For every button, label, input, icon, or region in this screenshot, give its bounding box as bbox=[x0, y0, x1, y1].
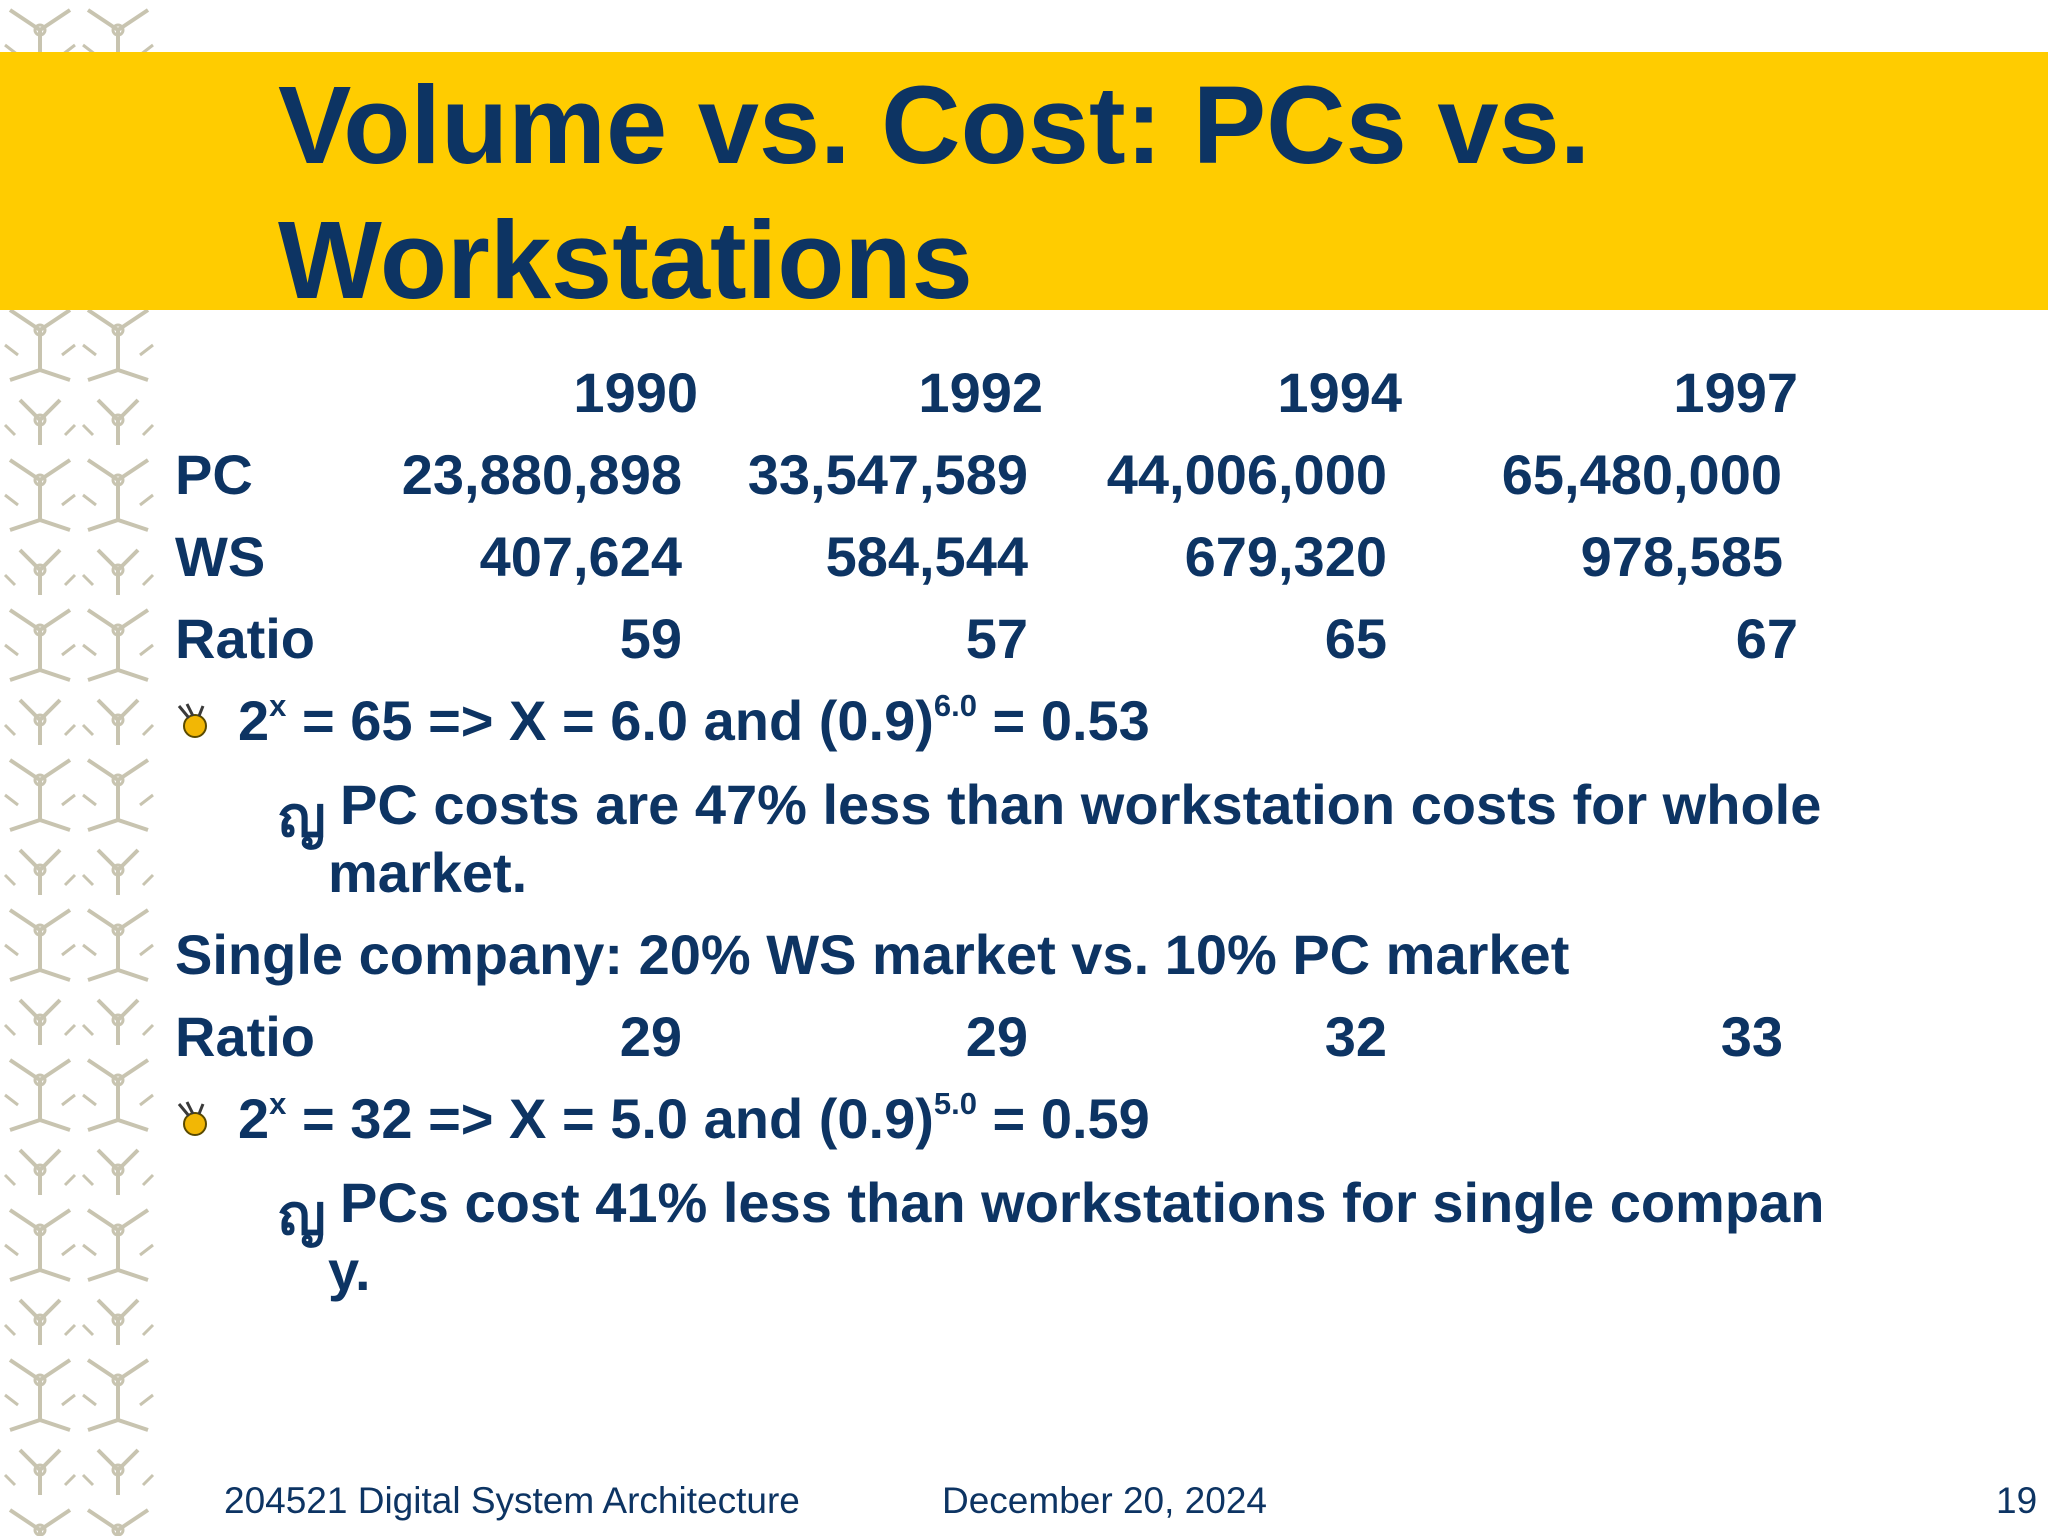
table-cell: 57 bbox=[965, 607, 1028, 670]
table-cell: 407,624 bbox=[479, 525, 682, 588]
bullet-icon bbox=[177, 703, 207, 738]
slide-title: Volume vs. Cost: PCs vs. Workstations bbox=[278, 64, 1591, 322]
sub-bullet-1-line2: market. bbox=[328, 841, 528, 904]
table-cell: 29 bbox=[619, 1005, 682, 1068]
table-cell: 65,480,000 bbox=[1501, 443, 1782, 506]
year-1992: 1992 bbox=[918, 361, 1043, 424]
year-1990: 1990 bbox=[573, 361, 698, 424]
table-cell: 584,544 bbox=[825, 525, 1028, 588]
row-label-ratio: Ratio bbox=[175, 607, 315, 670]
sub-marker: ญ bbox=[278, 785, 326, 848]
sub-bullet-1-line1: PC costs are 47% less than workstation c… bbox=[340, 773, 1822, 836]
bullet-icon bbox=[177, 1101, 207, 1136]
table-cell: 67 bbox=[1735, 607, 1798, 670]
year-1994: 1994 bbox=[1277, 361, 1402, 424]
sub-bullet-2-line1: PCs cost 41% less than workstations for … bbox=[340, 1171, 1825, 1234]
sub-marker: ญ bbox=[278, 1183, 326, 1246]
footer-page-number: 19 bbox=[1996, 1480, 2038, 1521]
table-cell: 32 bbox=[1324, 1005, 1387, 1068]
bullet-formula-1: 2x = 65 => X = 6.0 and (0.9)6.0 = 0.53 bbox=[238, 688, 1150, 752]
table-cell: 33 bbox=[1720, 1005, 1783, 1068]
row-label-ws: WS bbox=[175, 525, 266, 588]
table-cell: 29 bbox=[965, 1005, 1028, 1068]
table-cell: 23,880,898 bbox=[401, 443, 682, 506]
bullet-formula-2: 2x = 32 => X = 5.0 and (0.9)5.0 = 0.59 bbox=[238, 1086, 1150, 1150]
table-cell: 65 bbox=[1324, 607, 1387, 670]
table-cell: 978,585 bbox=[1580, 525, 1783, 588]
table-cell: 59 bbox=[619, 607, 682, 670]
footer-date: December 20, 2024 bbox=[942, 1480, 1267, 1521]
row-label-ratio-2: Ratio bbox=[175, 1005, 315, 1068]
sub-bullet-2-line2: y. bbox=[328, 1239, 371, 1302]
table-cell: 33,547,589 bbox=[747, 443, 1028, 506]
row-label-pc: PC bbox=[175, 443, 253, 506]
title-bar bbox=[0, 52, 2048, 310]
year-1997: 1997 bbox=[1673, 361, 1798, 424]
footer-course: 204521 Digital System Architecture bbox=[224, 1480, 800, 1521]
table-cell: 44,006,000 bbox=[1106, 443, 1387, 506]
table-cell: 679,320 bbox=[1184, 525, 1387, 588]
single-company-text: Single company: 20% WS market vs. 10% PC… bbox=[175, 923, 1570, 986]
